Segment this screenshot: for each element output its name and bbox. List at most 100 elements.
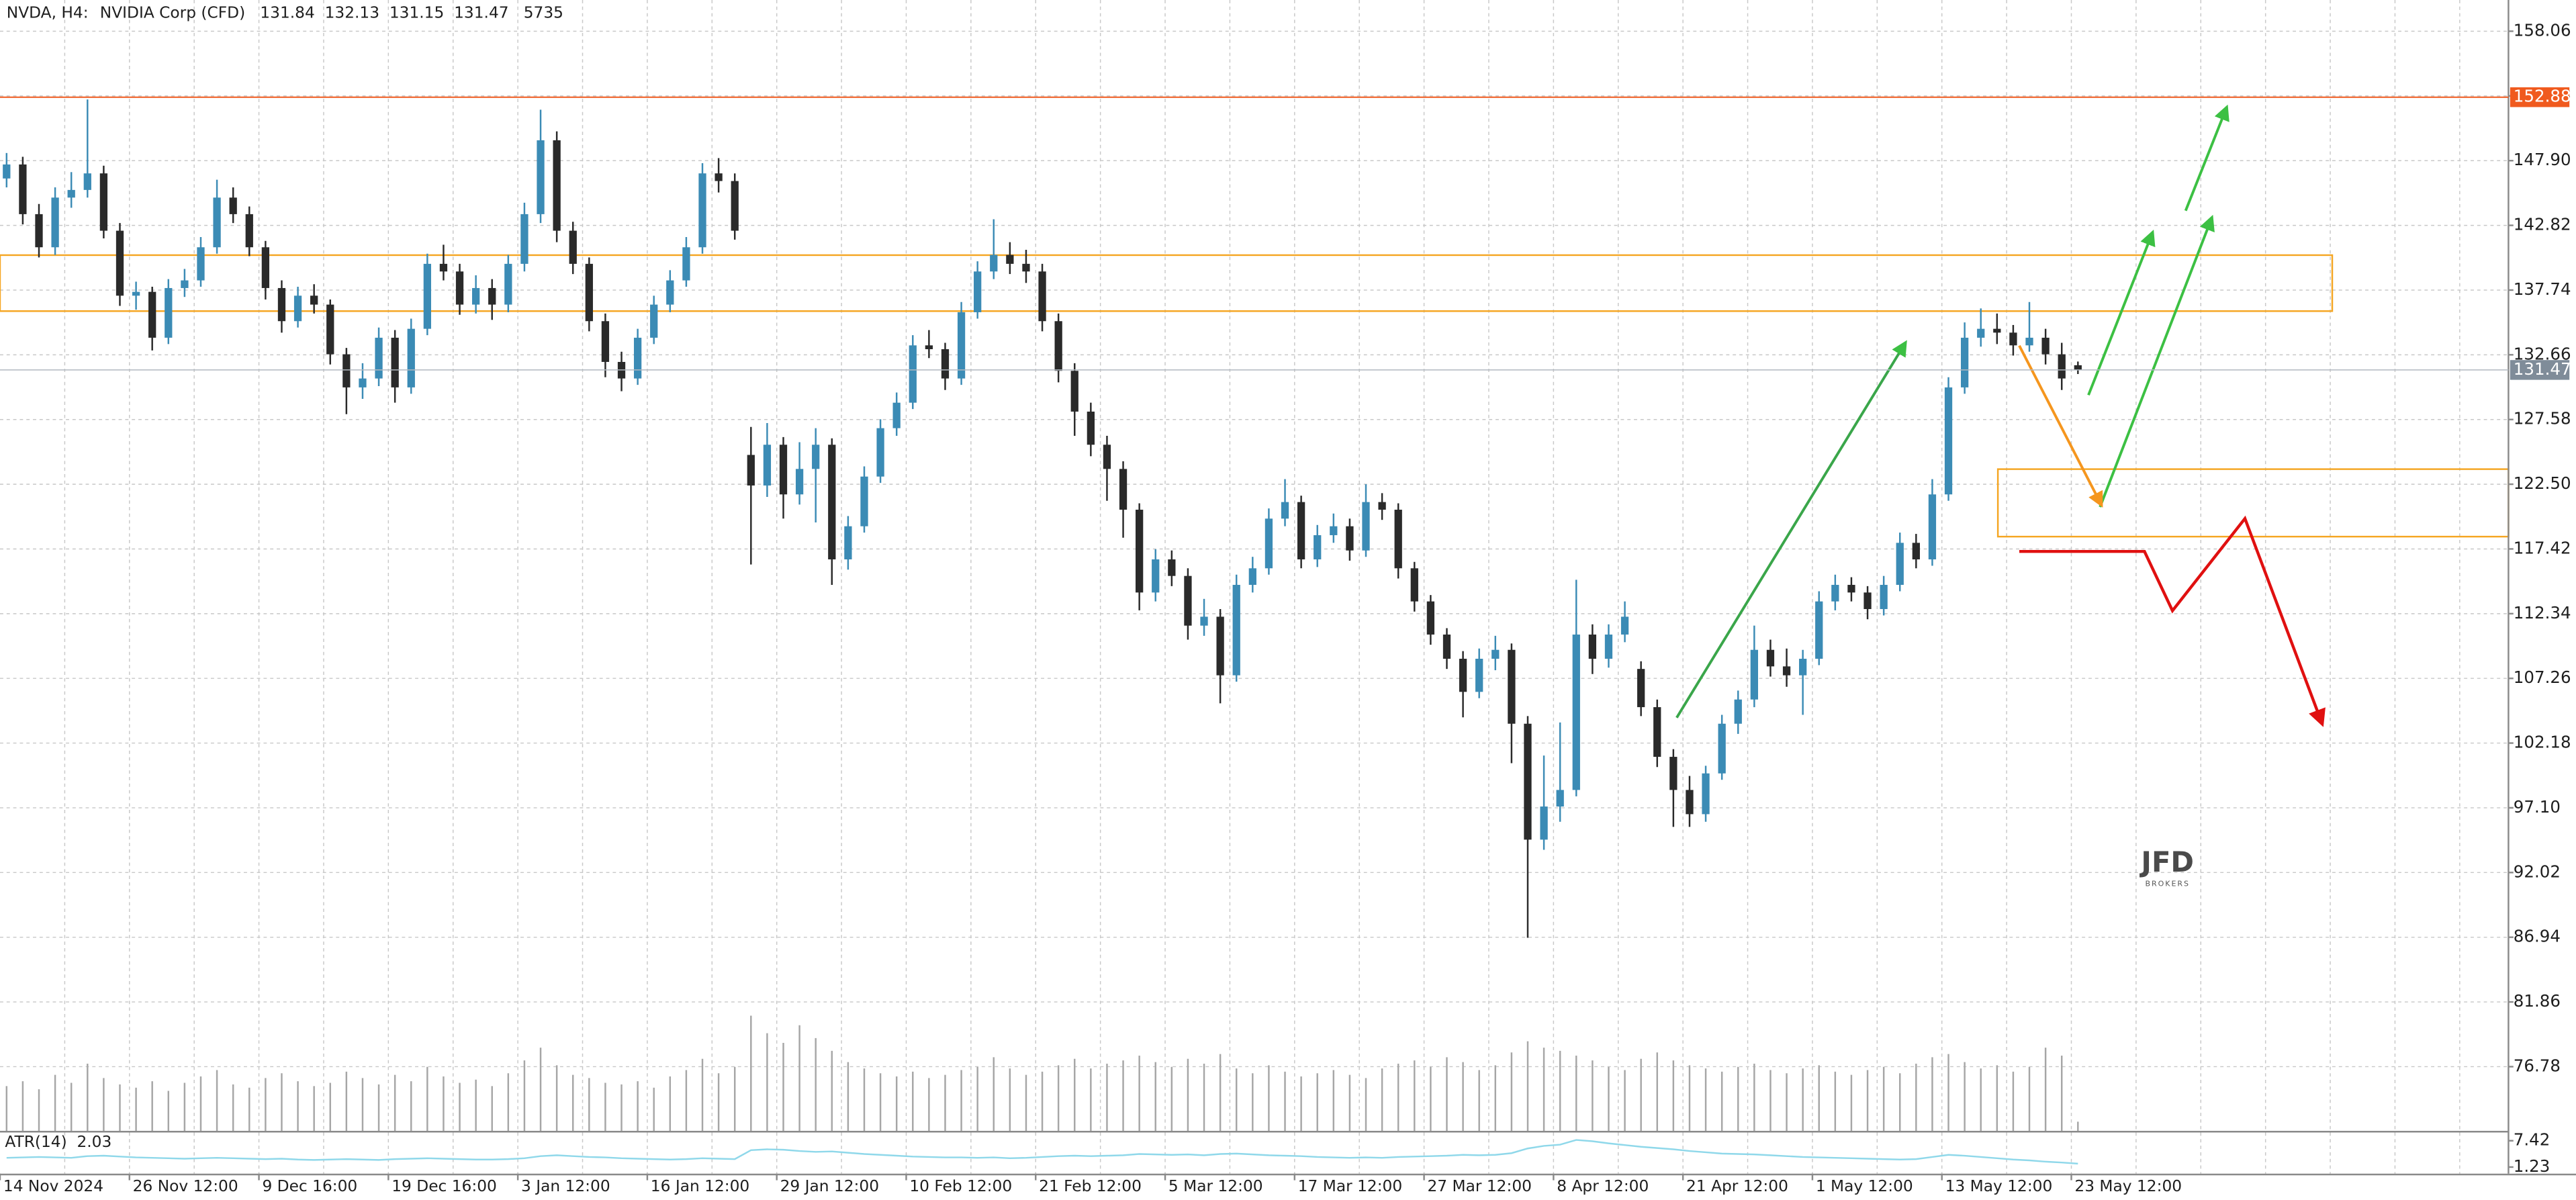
candle-body	[553, 140, 561, 231]
candle-body	[2009, 332, 2017, 346]
candle-body	[1136, 510, 1144, 593]
candle-body	[925, 345, 933, 349]
candle-body	[1006, 255, 1014, 264]
candle-body	[650, 304, 658, 338]
candle-body	[326, 304, 334, 355]
candle-body	[1782, 666, 1791, 676]
indicator-line	[6, 1139, 2078, 1165]
candle-body	[1232, 584, 1240, 676]
candle-body	[569, 230, 577, 264]
candle-body	[1766, 649, 1775, 667]
candle-body	[181, 280, 189, 288]
candle-body	[165, 287, 173, 338]
candle-body	[1314, 535, 1322, 560]
x-tick-label: 9 Dec 16:00	[262, 1177, 357, 1195]
candle-body	[1718, 723, 1726, 774]
candle-body	[3, 164, 11, 179]
candle-body	[812, 445, 820, 469]
x-tick-label: 1 May 12:00	[1816, 1177, 1913, 1195]
candle-body	[99, 173, 108, 231]
candle-body	[391, 337, 399, 387]
candle-body	[601, 321, 610, 362]
candle-body	[1864, 592, 1872, 609]
candle-body	[1248, 568, 1256, 585]
candle-body	[1070, 371, 1078, 412]
candle-body	[375, 337, 383, 379]
candle-body	[1426, 601, 1435, 635]
candle-body	[1604, 634, 1613, 659]
x-tick-label: 21 Feb 12:00	[1039, 1177, 1142, 1195]
candle-body	[1556, 790, 1564, 807]
candle-body	[1410, 568, 1418, 602]
candle-body	[1216, 616, 1224, 676]
candle-body	[1977, 328, 1985, 338]
y-tick-label: 147.90	[2514, 150, 2571, 169]
candles	[3, 99, 2082, 938]
watermark-brand: JFD	[2139, 845, 2194, 878]
y-tick-label: 102.18	[2514, 733, 2571, 752]
candle-body	[1264, 518, 1273, 569]
candle-body	[1524, 723, 1532, 840]
candle-body	[504, 263, 512, 305]
candle-body	[941, 349, 950, 379]
candle-body	[698, 173, 706, 248]
candle-body	[763, 445, 772, 486]
candle-body	[1653, 707, 1661, 757]
instrument: NVIDIA Corp (CFD)	[100, 3, 245, 21]
watermark-sub: BROKERS	[2145, 879, 2189, 888]
indicator-name: ATR(14)	[5, 1133, 66, 1151]
x-tick-label: 23 May 12:00	[2074, 1177, 2182, 1195]
current-price-tag	[2510, 360, 2570, 380]
candle-body	[1297, 502, 1305, 560]
candle-body	[1475, 658, 1483, 692]
x-tick-label: 14 Nov 2024	[3, 1177, 103, 1195]
candle-body	[359, 378, 367, 387]
candle-body	[229, 197, 237, 214]
candle-body	[779, 445, 788, 495]
indicator-label: ATR(14) 2.03	[5, 1133, 111, 1151]
x-tick-label: 8 Apr 12:00	[1557, 1177, 1649, 1195]
candle-body	[1815, 601, 1823, 659]
x-tick-label: 19 Dec 16:00	[392, 1177, 497, 1195]
candle-body	[67, 189, 75, 198]
candle-body	[974, 271, 982, 312]
candle-body	[2025, 337, 2033, 346]
candle-body	[828, 445, 836, 560]
pullback-arrow	[2018, 344, 2103, 508]
candle-body	[1168, 559, 1176, 576]
candle-body	[1993, 328, 2001, 333]
x-tick-label: 27 Mar 12:00	[1427, 1177, 1531, 1195]
candle-body	[1799, 658, 1807, 676]
candle-body	[1896, 543, 1904, 585]
candle-body	[1459, 658, 1467, 692]
candle-body	[35, 214, 43, 248]
y-tick-label: 107.26	[2514, 667, 2571, 687]
price-tag	[2510, 87, 2570, 107]
candle-body	[1847, 584, 1855, 593]
candle-body	[455, 271, 464, 305]
open: 131.84	[260, 3, 314, 21]
candle-body	[293, 295, 302, 322]
candle-body	[715, 173, 723, 181]
candle-body	[585, 263, 593, 322]
candle-body	[957, 312, 966, 379]
candle-body	[51, 197, 59, 248]
y-tick-label: 137.74	[2514, 279, 2571, 299]
candle-body	[1394, 510, 1402, 569]
indicator-value: 2.03	[77, 1133, 111, 1151]
candle-body	[860, 476, 868, 526]
candle-body	[844, 526, 852, 560]
x-tick-label: 13 May 12:00	[1945, 1177, 2053, 1195]
candle-body	[2041, 337, 2050, 355]
candle-body	[1087, 411, 1095, 445]
candle-body	[310, 295, 318, 305]
y-tick-label: 127.58	[2514, 409, 2571, 428]
x-tick-label: 16 Jan 12:00	[651, 1177, 749, 1195]
volumes	[5, 1015, 2079, 1132]
current-price-label: 131.47	[2514, 359, 2571, 379]
candle-body	[1362, 502, 1370, 551]
x-tick-label: 10 Feb 12:00	[909, 1177, 1012, 1195]
